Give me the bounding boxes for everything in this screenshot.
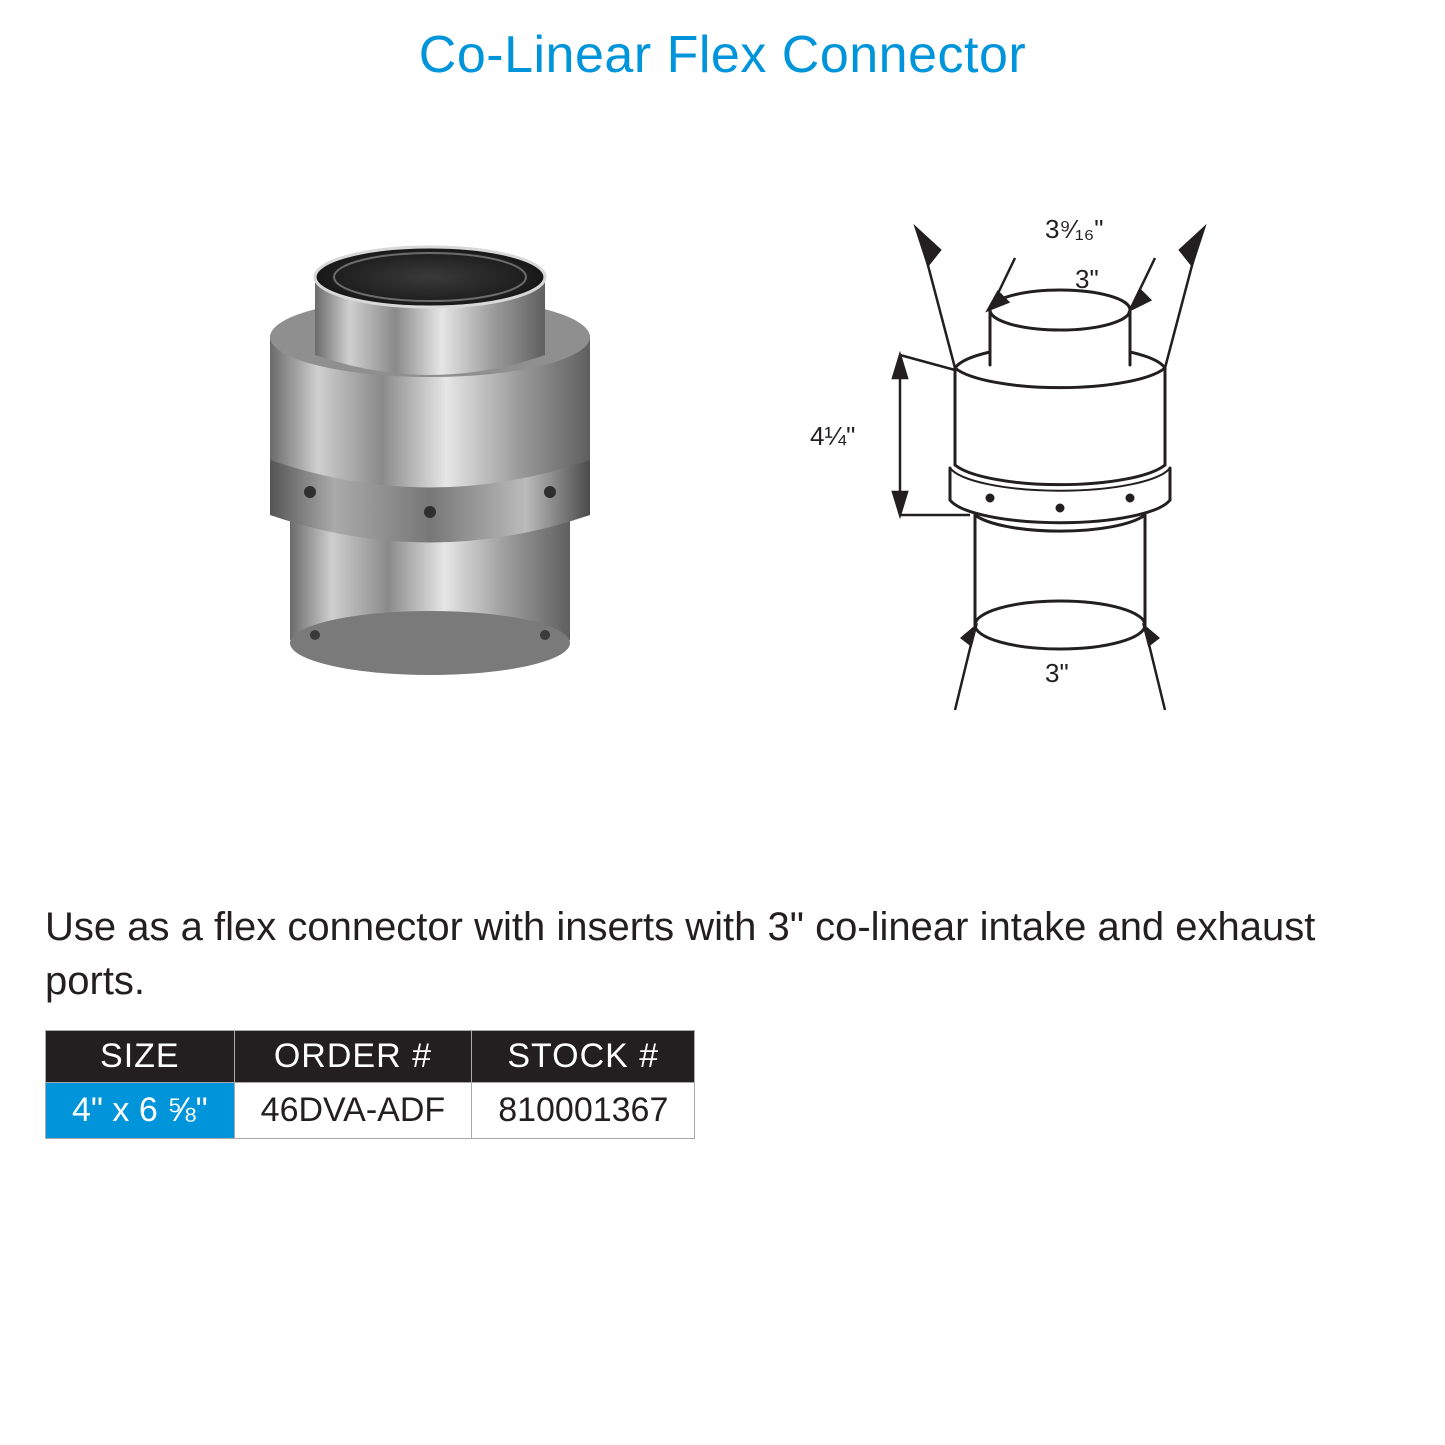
product-photo [215,220,645,680]
dim-top-outer: 3⁹⁄₁₆" [1045,214,1103,244]
col-order: ORDER # [234,1031,472,1083]
table-row: 4" x 6 ⅝" 46DVA-ADF 810001367 [46,1083,695,1139]
dim-height: 4¼" [810,421,855,451]
figure-row: 3⁹⁄₁₆" 3" 4¼" [0,180,1445,740]
cell-order: 46DVA-ADF [234,1083,472,1139]
cell-stock: 810001367 [472,1083,695,1139]
page-title: Co-Linear Flex Connector [0,25,1445,85]
description-text: Use as a flex connector with inserts wit… [45,900,1400,1008]
col-stock: STOCK # [472,1031,695,1083]
dimension-diagram: 3⁹⁄₁₆" 3" 4¼" [790,180,1290,740]
spec-table: SIZE ORDER # STOCK # 4" x 6 ⅝" 46DVA-ADF… [45,1030,695,1139]
col-size: SIZE [46,1031,235,1083]
dim-bottom: 3" [1045,658,1069,688]
dim-top-inner: 3" [1075,264,1099,294]
cell-size: 4" x 6 ⅝" [46,1083,235,1139]
